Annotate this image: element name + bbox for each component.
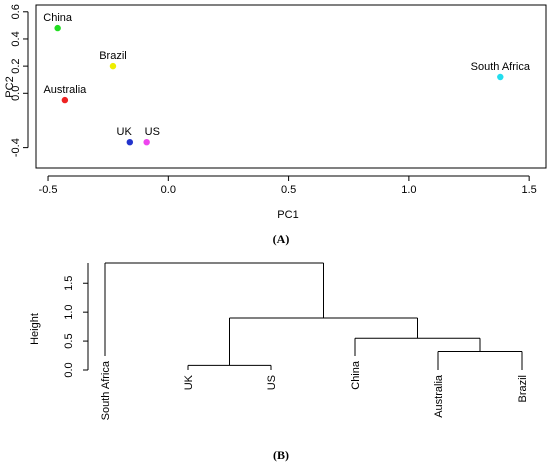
dendrogram-panel: 0.0 0.5 1.0 1.5 South Africa UK US China Austra… — [29, 262, 529, 462]
y-tick-label: 0.0 — [63, 362, 75, 377]
y-tick-label: 0.6 — [10, 4, 22, 19]
y-axis-ticks: 0.0 0.5 1.0 1.5 — [63, 276, 88, 378]
leaf-label-uk: UK — [183, 374, 195, 390]
x-axis-ticks: -0.5 0.0 0.5 1.0 1.5 — [39, 175, 537, 196]
plot-frame — [35, 4, 547, 169]
point-china — [54, 24, 61, 32]
point-us — [143, 138, 150, 146]
point-label-china: China — [43, 12, 73, 24]
leaf-label-brazil: Brazil — [517, 375, 529, 403]
panel-a-caption: (A) — [273, 232, 290, 246]
point-label-us: US — [145, 126, 160, 138]
point-australia — [61, 96, 69, 104]
x-tick-label: 1.5 — [522, 184, 537, 196]
x-tick-label: 0.5 — [281, 184, 296, 196]
x-tick-label: 0.0 — [161, 184, 176, 196]
x-tick-label: 1.0 — [401, 184, 416, 196]
x-axis-title: PC1 — [277, 209, 298, 221]
y-axis-title: Height — [29, 313, 41, 345]
point-label-brazil: Brazil — [99, 50, 127, 62]
leaf-labels: South Africa UK US China Australia Brazil — [100, 360, 529, 420]
leaf-label-south-africa: South Africa — [100, 360, 112, 420]
point-label-uk: UK — [117, 126, 133, 138]
leaf-label-us: US — [266, 375, 278, 390]
y-tick-label: 1.5 — [63, 276, 75, 291]
x-tick-label: -0.5 — [39, 184, 58, 196]
panel-b-caption: (B) — [273, 448, 289, 462]
point-label-australia: Australia — [43, 84, 87, 96]
point-uk — [126, 138, 134, 146]
point-label-south-africa: South Africa — [471, 61, 531, 73]
point-brazil — [109, 62, 117, 70]
pca-scatter-panel: -0.5 0.0 0.5 1.0 1.5 -0.4 0.0 0.2 0.4 0.6 China B… — [4, 4, 547, 246]
y-tick-label: 0.5 — [63, 333, 75, 348]
point-south-africa — [497, 73, 504, 81]
leaf-label-china: China — [350, 360, 362, 390]
y-tick-label: 0.0 — [10, 86, 22, 101]
leaf-label-australia: Australia — [433, 374, 445, 418]
y-axis-ticks: -0.4 0.0 0.2 0.4 0.6 — [10, 4, 29, 157]
dendrogram-tree — [104, 262, 523, 370]
y-axis-title: PC2 — [4, 76, 16, 97]
scatter-points: China Brazil Australia UK US South Africa — [43, 12, 531, 146]
y-tick-label: 0.2 — [10, 58, 22, 73]
y-tick-label: 1.0 — [63, 305, 75, 320]
y-tick-label: -0.4 — [10, 138, 22, 157]
y-tick-label: 0.4 — [10, 31, 22, 46]
